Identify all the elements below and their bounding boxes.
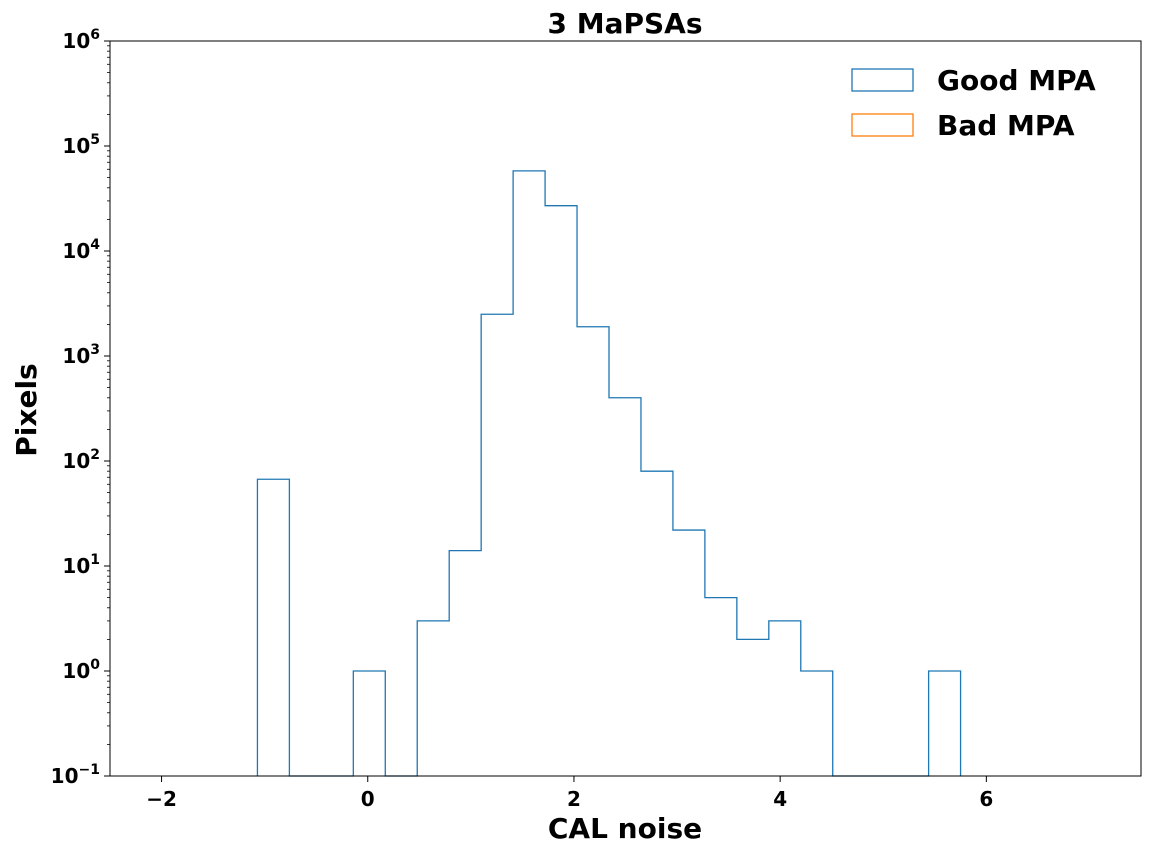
y-tick-label: 105: [62, 132, 100, 158]
x-tick-label: 4: [773, 787, 787, 811]
y-axis-label: Pixels: [10, 363, 43, 456]
x-tick-label: −2: [146, 787, 177, 811]
x-axis-label: CAL noise: [548, 812, 702, 845]
x-tick-label: 0: [361, 787, 375, 811]
x-tick-label: 6: [979, 787, 993, 811]
y-tick-label: 102: [62, 447, 100, 473]
y-tick-label: 106: [62, 27, 100, 53]
x-axis: −2 0 2 4 6: [146, 776, 993, 811]
x-tick-label: 2: [567, 787, 581, 811]
y-tick-label: 104: [62, 237, 100, 263]
y-axis: 10−1 100 101 102 103 104 105 106: [51, 27, 110, 788]
y-tick-label: 100: [62, 657, 100, 683]
y-tick-label: 103: [62, 342, 100, 368]
y-tick-label: 10−1: [51, 762, 100, 788]
legend-swatch: [851, 113, 914, 137]
series-0-histogram-outline: [256, 170, 962, 777]
chart-title: 3 MaPSAs: [547, 7, 702, 40]
plot-frame: [109, 40, 1142, 777]
plot-area: [256, 170, 962, 777]
legend-label: Good MPA: [937, 64, 1096, 97]
legend: Good MPA Bad MPA: [851, 64, 1096, 142]
legend-label: Bad MPA: [937, 109, 1075, 142]
legend-swatch: [851, 68, 914, 92]
y-tick-label: 101: [62, 552, 100, 578]
